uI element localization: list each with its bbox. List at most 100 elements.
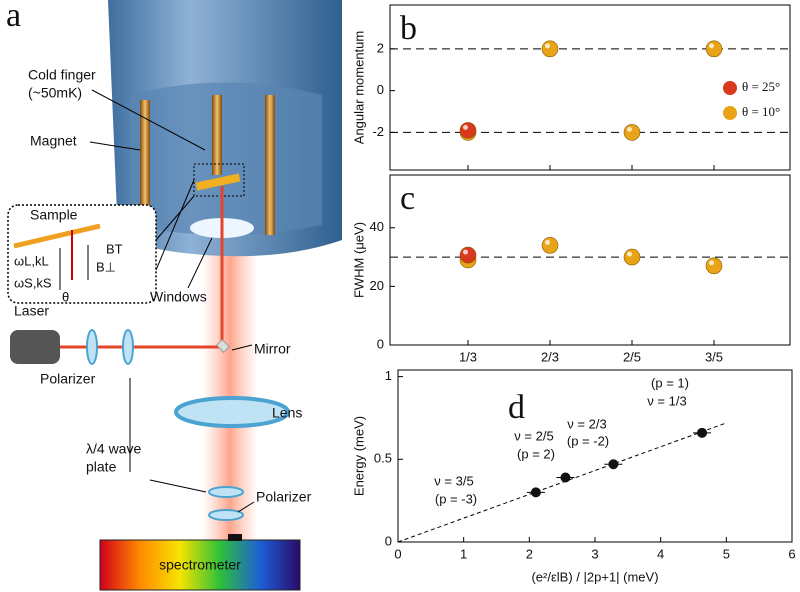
sphere [459, 122, 477, 139]
label: ωL,kL [14, 253, 49, 268]
inset-sample [13, 223, 101, 249]
panel-label: a [6, 0, 21, 34]
annotation: (p = -3) [435, 491, 477, 506]
panel-label: d [508, 389, 525, 426]
inset [7, 204, 157, 304]
point [530, 487, 541, 498]
label: BT [106, 241, 123, 256]
x-tick-label: 6 [788, 546, 795, 561]
sphere [459, 246, 477, 264]
x-tick-label: 2/5 [623, 349, 641, 364]
pointer [237, 501, 255, 513]
sphere [705, 257, 723, 275]
point [697, 427, 708, 438]
spectrometer-slit [228, 534, 242, 541]
zoom-line [155, 179, 195, 271]
cold-finger [212, 95, 222, 175]
x-tick-label: 3 [591, 546, 598, 561]
label: Mirror [254, 341, 291, 357]
legend-label: θ = 10° [742, 104, 780, 119]
label: (~50mK) [28, 85, 82, 101]
x-tick-label: 3/5 [705, 349, 723, 364]
x-tick-label: 2/3 [541, 349, 559, 364]
label: λ/4 wave [86, 441, 141, 457]
highlight [627, 251, 632, 257]
y-tick-label: 20 [370, 278, 384, 293]
y-axis-title: FWHM (μeV) [351, 222, 366, 298]
highlight [709, 43, 714, 49]
label: Laser [14, 303, 49, 319]
lens [174, 396, 290, 428]
panel-label: b [400, 10, 417, 47]
magnet-rod [140, 100, 150, 230]
point [608, 459, 619, 470]
annotation: (p = 2) [517, 446, 555, 461]
polarizer [208, 509, 244, 521]
x-tick-label: 1 [460, 546, 467, 561]
highlight [545, 43, 550, 49]
y-tick-label: 0 [385, 533, 392, 548]
sphere [541, 237, 559, 254]
pointer [231, 344, 253, 351]
y-tick-label: 40 [370, 219, 384, 234]
legend-label: θ = 25° [742, 79, 780, 94]
y-tick-label: 0 [377, 82, 384, 97]
pointer [149, 479, 207, 493]
label: plate [86, 459, 117, 475]
mirror [215, 338, 231, 354]
legend-swatch [723, 81, 737, 95]
laser [10, 330, 60, 364]
annotation: ν = 3/5 [434, 473, 473, 488]
label: Polarizer [256, 489, 312, 505]
cryostat-cutout [130, 82, 322, 235]
annotation: ν = 2/3 [567, 416, 606, 431]
highlight [463, 249, 468, 255]
x-tick-label: 2 [526, 546, 533, 561]
wave-plate [122, 329, 134, 365]
label: Polarizer [40, 371, 96, 387]
y-axis-title: Energy (meV) [351, 416, 366, 496]
highlight [627, 126, 632, 132]
plot-frame [389, 4, 791, 171]
zoom-line [155, 195, 195, 241]
fit-line [397, 422, 727, 543]
sphere [541, 40, 559, 58]
label: θ [62, 289, 69, 304]
x-tick-label: 4 [657, 546, 664, 561]
pointer [91, 89, 206, 151]
sphere [623, 124, 641, 141]
x-tick-label: 1/3 [459, 349, 477, 364]
y-tick-label: -2 [372, 124, 384, 139]
y-tick-label: 2 [377, 40, 384, 55]
x-tick-label: 0 [394, 546, 401, 561]
annotation: ν = 1/3 [647, 393, 686, 408]
highlight [463, 124, 468, 130]
sphere [705, 40, 723, 58]
y-tick-label: 1 [385, 368, 392, 383]
magnet-rod [265, 95, 275, 235]
annotation: (p = 1) [651, 375, 689, 390]
pointer [89, 141, 141, 151]
plot-frame [397, 369, 793, 543]
spectrometer [99, 539, 301, 591]
label: Cold finger [28, 67, 96, 83]
label: Magnet [30, 133, 77, 149]
panel-label: c [400, 180, 415, 217]
label: B⊥ [96, 259, 116, 274]
sphere [623, 248, 641, 266]
pointer [187, 237, 213, 289]
plot-frame [389, 174, 791, 346]
label: spectrometer [159, 557, 241, 573]
y-tick-label: 0.5 [374, 451, 392, 466]
y-tick-label: 0 [377, 336, 384, 351]
label: Lens [272, 405, 302, 421]
wave-plate [208, 486, 244, 498]
annotation: ν = 2/5 [514, 428, 553, 443]
y-axis-title: Angular momentum [351, 31, 366, 144]
highlight [545, 239, 550, 245]
annotation: (p = -2) [567, 433, 609, 448]
label: Sample [30, 207, 78, 223]
label: Windows [150, 289, 207, 305]
point [560, 472, 571, 483]
